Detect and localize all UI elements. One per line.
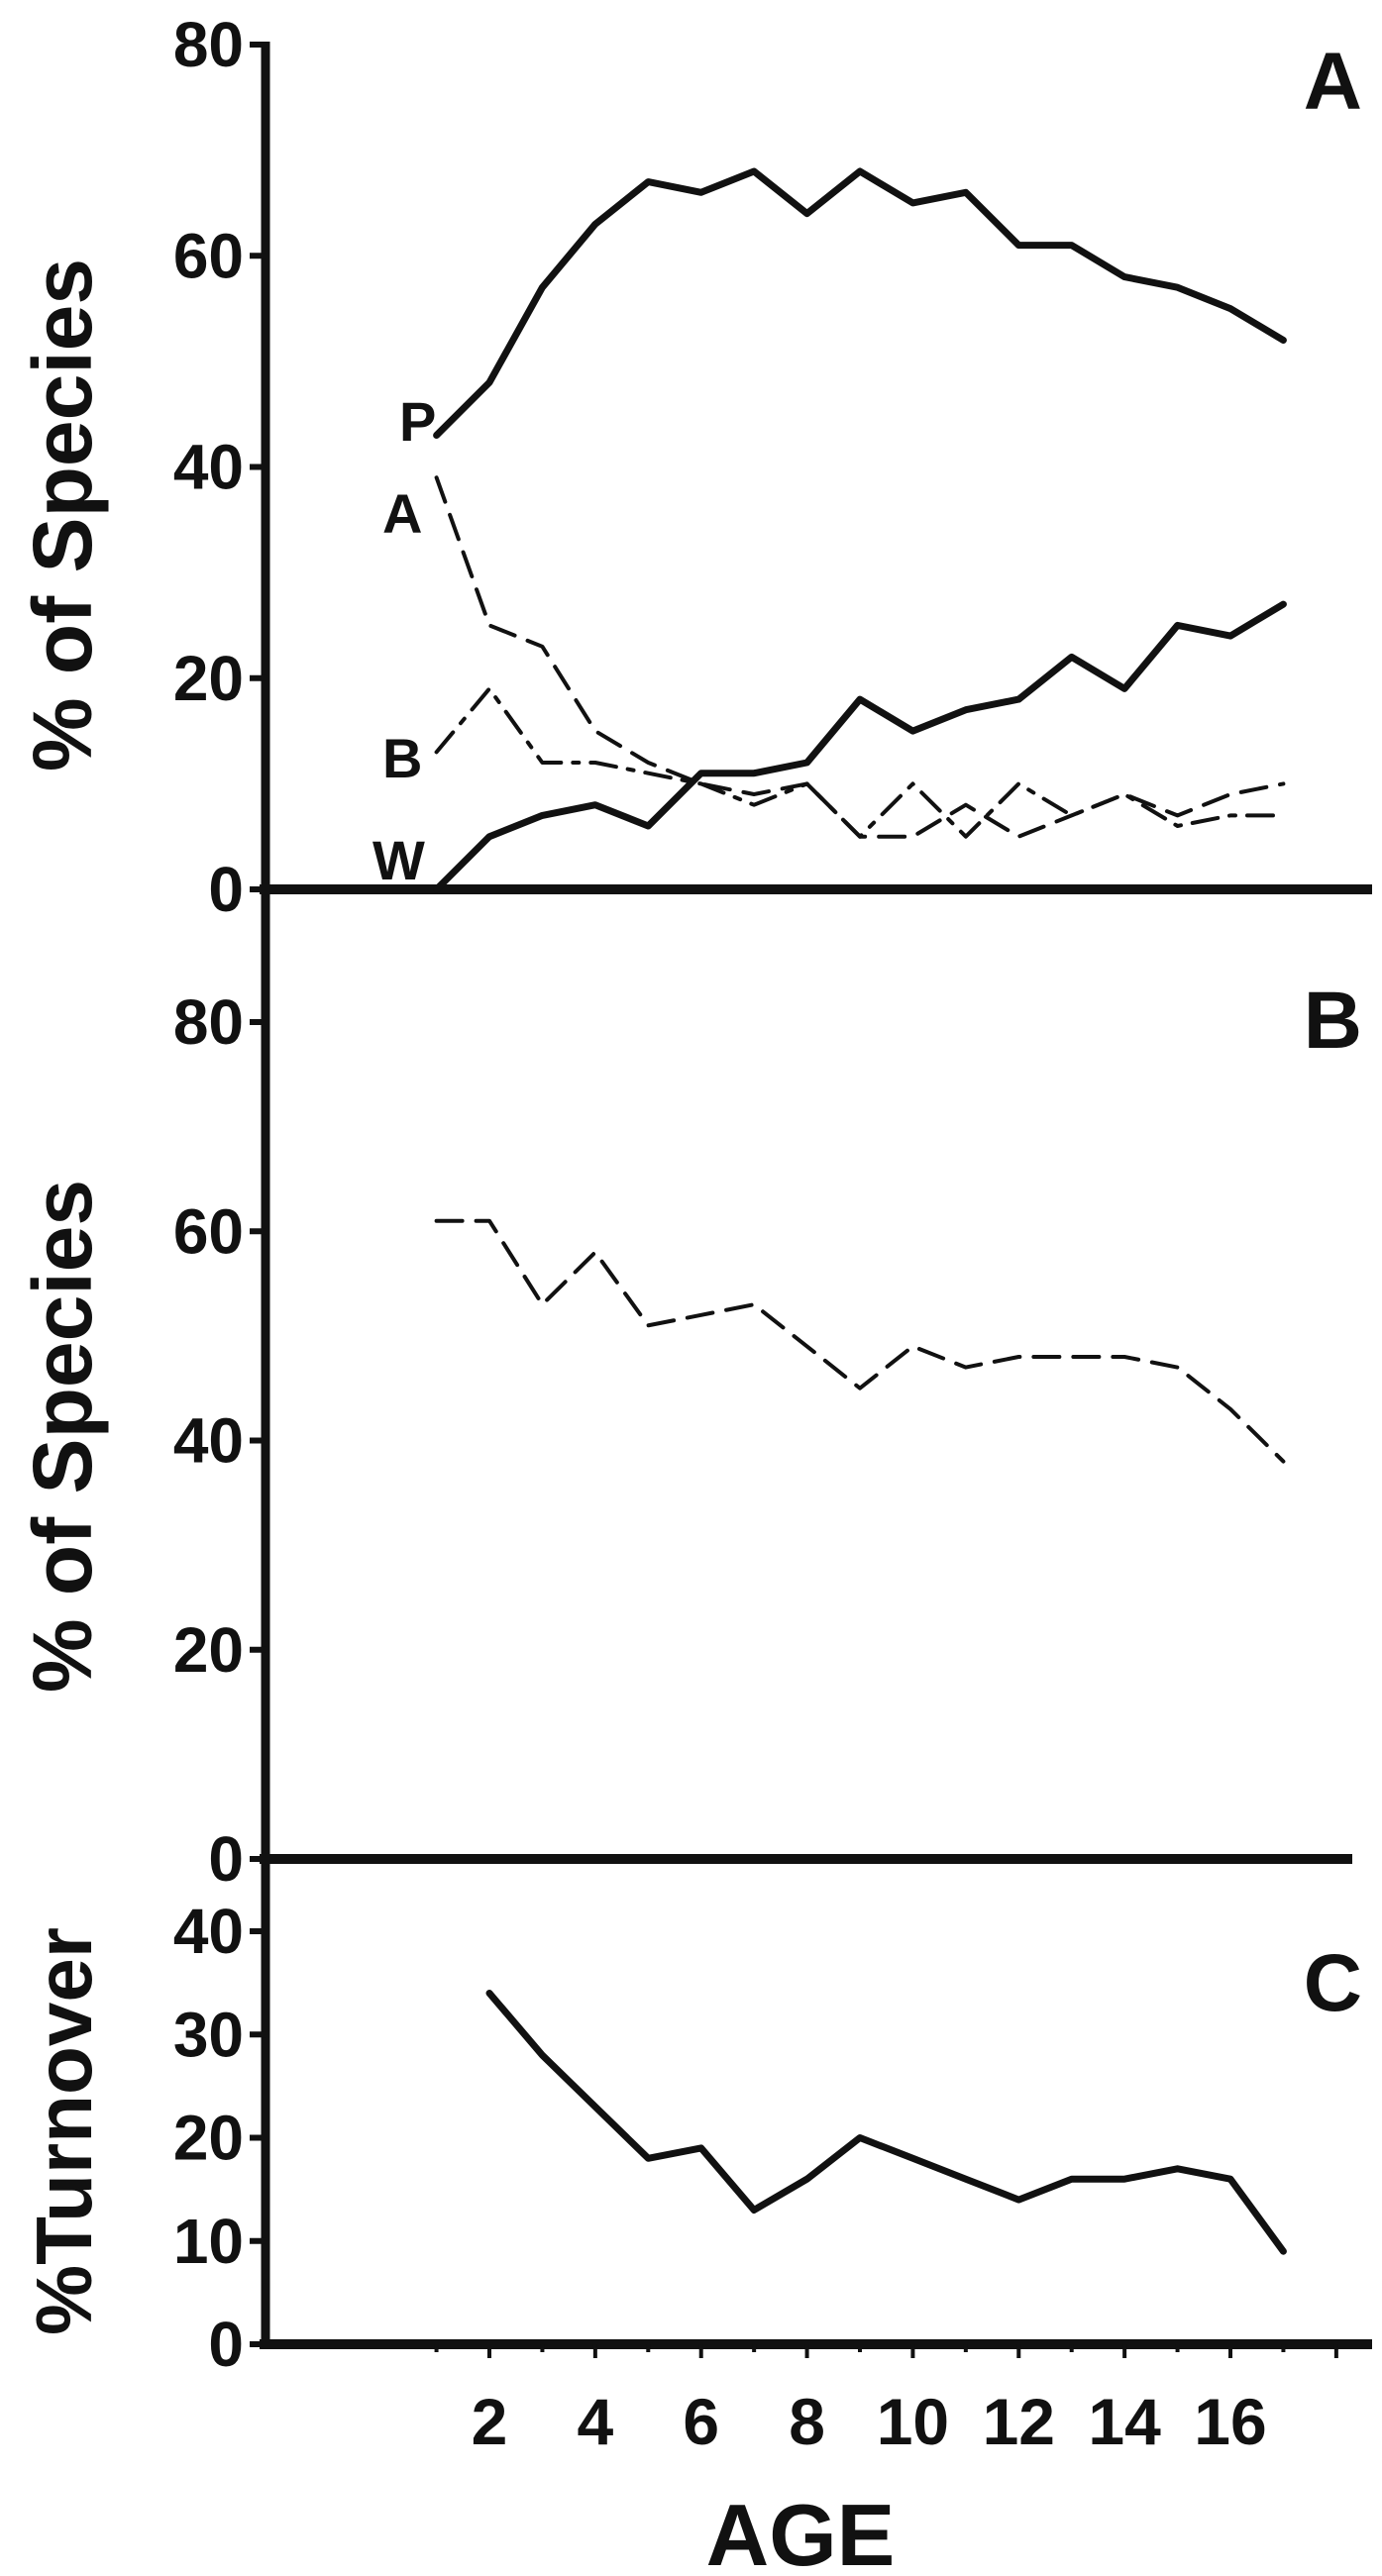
- panel-a-y-tick-label: 60: [173, 220, 244, 291]
- panel-a-series-line-w: [433, 600, 1287, 893]
- series-label-a: A: [382, 482, 422, 545]
- panel-c-y-axis-title: %Turnover: [20, 1927, 108, 2335]
- x-axis-title: AGE: [706, 2486, 896, 2576]
- panel-a-y-ticks: 0 20 40 60 80: [173, 9, 266, 925]
- x-axis-ticks: 2 4 6 8 10 12 14 16: [434, 2344, 1338, 2458]
- panel-b-y-tick-label: 80: [173, 986, 244, 1058]
- panel-b-series-line-series-1: [434, 1218, 1286, 1464]
- panel-b-y-tick-label: 20: [173, 1614, 244, 1686]
- panel-c-y-tick-label: 40: [173, 1896, 244, 1967]
- panel-c-y-tick-label: 0: [208, 2309, 244, 2380]
- panel-b-y-ticks: 0 20 40 60 80: [173, 986, 266, 1895]
- panel-a-series-line-a: [434, 475, 1286, 839]
- panel-a-series-labels: P A B W: [372, 390, 436, 891]
- x-axis-tick-label: 2: [472, 2385, 508, 2458]
- panel-b-series-lines: [434, 1218, 1286, 1464]
- panel-c-letter: C: [1304, 1938, 1362, 2028]
- series-label-w: W: [372, 829, 425, 891]
- panel-c-y-ticks: 0 10 20 30 40: [173, 1896, 266, 2380]
- panel-a-y-tick-label: 80: [173, 9, 244, 80]
- panel-a-y-tick-label: 40: [173, 432, 244, 503]
- panel-b-letter: B: [1304, 976, 1362, 1066]
- panel-a-series-line-p: [433, 167, 1287, 439]
- x-axis-tick-label: 10: [877, 2385, 949, 2458]
- panel-a-y-tick-label: 0: [208, 854, 244, 925]
- panel-c-y-tick-label: 30: [173, 1999, 244, 2070]
- series-label-b: B: [382, 727, 422, 789]
- panel-a: A % of Species 0 20 40 60 80 P A B W: [16, 9, 1372, 925]
- panel-c-series-lines: [485, 1990, 1287, 2255]
- panel-a-y-axis-title: % of Species: [16, 258, 109, 772]
- x-axis-tick-label: 16: [1194, 2385, 1266, 2458]
- panel-a-series-lines: [433, 167, 1287, 893]
- x-axis-tick-label: 6: [683, 2385, 719, 2458]
- x-axis-tick-label: 4: [577, 2385, 613, 2458]
- series-label-p: P: [399, 390, 436, 453]
- panel-c-y-tick-label: 10: [173, 2206, 244, 2277]
- x-axis-tick-label: 14: [1088, 2385, 1161, 2458]
- panel-b-y-tick-label: 60: [173, 1195, 244, 1267]
- panel-a-series-line-b: [434, 686, 1286, 839]
- panel-b: B % of Species 0 20 40 60 80: [16, 889, 1362, 1895]
- panel-c-series-line-series-1: [485, 1990, 1287, 2255]
- panel-b-y-axis-title: % of Species: [16, 1180, 109, 1693]
- x-axis-tick-label: 8: [789, 2385, 825, 2458]
- x-axis-tick-label: 12: [983, 2385, 1055, 2458]
- panel-b-y-tick-label: 40: [173, 1405, 244, 1477]
- panel-c: C %Turnover 0 10 20 30 40: [20, 1859, 1372, 2380]
- panel-c-y-tick-label: 20: [173, 2103, 244, 2174]
- panel-a-letter: A: [1304, 37, 1362, 127]
- panel-b-y-tick-label: 0: [208, 1823, 244, 1895]
- panel-a-y-tick-label: 20: [173, 643, 244, 714]
